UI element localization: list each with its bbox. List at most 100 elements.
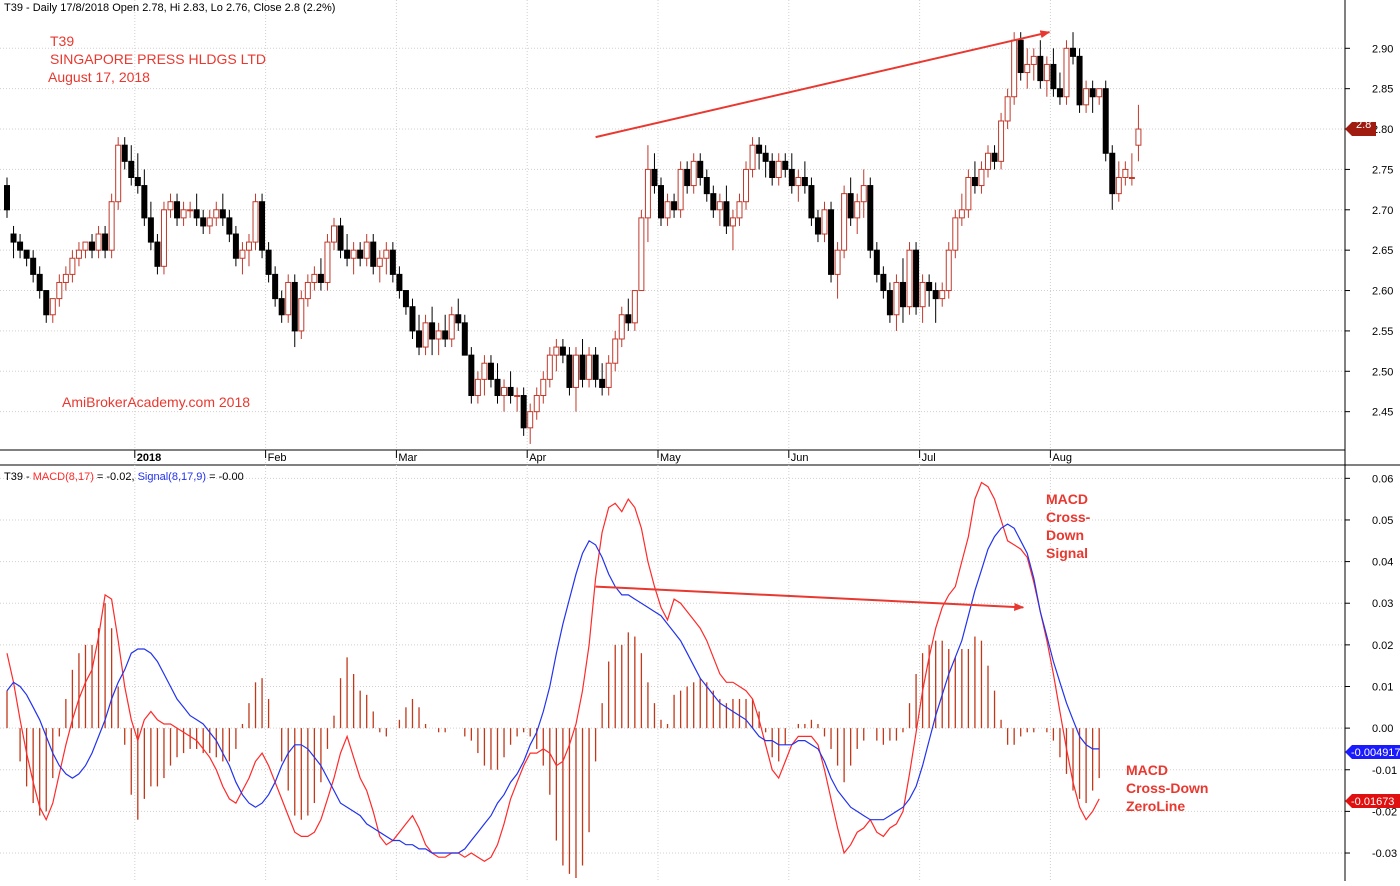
- candle-body: [586, 354, 593, 380]
- candle-body: [442, 330, 449, 340]
- candle: [422, 314, 429, 356]
- candle-body: [893, 281, 900, 316]
- candle-body: [435, 330, 442, 340]
- candle: [1017, 32, 1024, 81]
- candle-body: [965, 176, 972, 211]
- candle: [507, 371, 514, 404]
- candle: [219, 193, 226, 226]
- candle: [350, 242, 357, 275]
- candle: [605, 355, 612, 396]
- candle-body: [939, 290, 946, 300]
- candle-body: [1011, 39, 1018, 98]
- candle: [272, 266, 279, 307]
- candle: [1102, 80, 1109, 162]
- candle-body: [736, 201, 743, 219]
- candle: [533, 387, 540, 420]
- macd-panel[interactable]: [0, 465, 1345, 881]
- macd-y-tick-label: 0.05: [1372, 515, 1393, 527]
- candle-body: [592, 354, 599, 380]
- candle: [174, 193, 181, 226]
- price-panel[interactable]: [0, 0, 1345, 450]
- candle-body: [1083, 88, 1090, 106]
- candle-body: [834, 249, 841, 275]
- candle: [612, 330, 619, 372]
- candle: [671, 193, 678, 218]
- candle: [448, 306, 455, 348]
- candle: [481, 355, 488, 396]
- candle-body: [579, 354, 586, 380]
- candle-body: [651, 168, 658, 187]
- macd-value-badge: -0.01673: [1345, 794, 1400, 808]
- macd-y-tick-label: -0.01: [1372, 765, 1397, 777]
- macd-signal-note-4: Signal: [1046, 545, 1088, 561]
- candle-body: [272, 273, 279, 300]
- candle-body: [958, 209, 965, 219]
- candle: [36, 266, 43, 299]
- candle-body: [298, 298, 305, 332]
- candle-body: [291, 281, 298, 332]
- macd-signal-note-1: MACD: [1046, 491, 1088, 507]
- candle: [324, 234, 331, 291]
- candle: [4, 177, 10, 218]
- candle-body: [821, 209, 828, 235]
- candle-body: [468, 354, 475, 397]
- candle-body: [710, 193, 717, 211]
- candle-body: [89, 241, 96, 251]
- candle: [429, 306, 436, 356]
- candle-body: [814, 217, 821, 235]
- candle-body: [304, 281, 311, 300]
- candle-body: [991, 152, 998, 162]
- candle-body: [1024, 63, 1031, 74]
- candle: [775, 153, 782, 186]
- candle: [141, 169, 148, 226]
- candle: [468, 347, 475, 404]
- candle-body: [978, 168, 985, 187]
- candle-body: [481, 362, 488, 380]
- candle-body: [546, 354, 553, 380]
- candle-body: [108, 201, 115, 251]
- price-y-tick-label: 2.45: [1372, 407, 1393, 419]
- candle-body: [782, 160, 789, 170]
- candle: [344, 234, 351, 267]
- candle: [501, 379, 508, 412]
- candle-body: [1004, 96, 1011, 122]
- candle-body: [671, 201, 678, 211]
- price-grid: [0, 47, 1345, 413]
- candle-body: [913, 249, 920, 308]
- candle: [985, 145, 991, 178]
- macd-y-tick-label: 0.04: [1372, 557, 1393, 569]
- candle-body: [1122, 168, 1129, 178]
- candle: [226, 209, 233, 243]
- price-badge-text: 2.8: [1356, 119, 1371, 131]
- candle-body: [762, 152, 769, 162]
- candle: [239, 242, 246, 275]
- candle: [664, 193, 671, 226]
- candle: [82, 241, 89, 259]
- price-y-tick-label: 2.55: [1372, 326, 1393, 338]
- candle: [729, 209, 736, 251]
- candle: [1109, 145, 1116, 210]
- candle: [867, 177, 874, 259]
- candle-body: [854, 201, 861, 219]
- candle-body: [363, 241, 370, 259]
- candle: [1004, 88, 1011, 130]
- candle: [834, 242, 841, 299]
- candle-body: [952, 217, 959, 251]
- candle: [1011, 32, 1018, 105]
- candle-body: [808, 185, 815, 219]
- candle: [1083, 80, 1090, 113]
- price-y-axis: 2.45 2.50 2.55 2.60 2.65 2.70 2.75 2.80 2.85 2.90: [1345, 43, 1393, 419]
- candle-body: [867, 185, 874, 251]
- candle-body: [455, 314, 462, 324]
- candle-body: [402, 290, 409, 308]
- price-header: T39 - Daily 17/8/2018 Open 2.78, Hi 2.83…: [4, 2, 335, 14]
- candle-body: [971, 176, 978, 187]
- candle: [932, 282, 939, 323]
- macd-zero-note-3: ZeroLine: [1126, 798, 1185, 814]
- candle: [363, 234, 370, 267]
- candle-body: [926, 281, 933, 292]
- candle: [461, 314, 468, 356]
- candle: [455, 298, 462, 331]
- candle-body: [501, 386, 508, 397]
